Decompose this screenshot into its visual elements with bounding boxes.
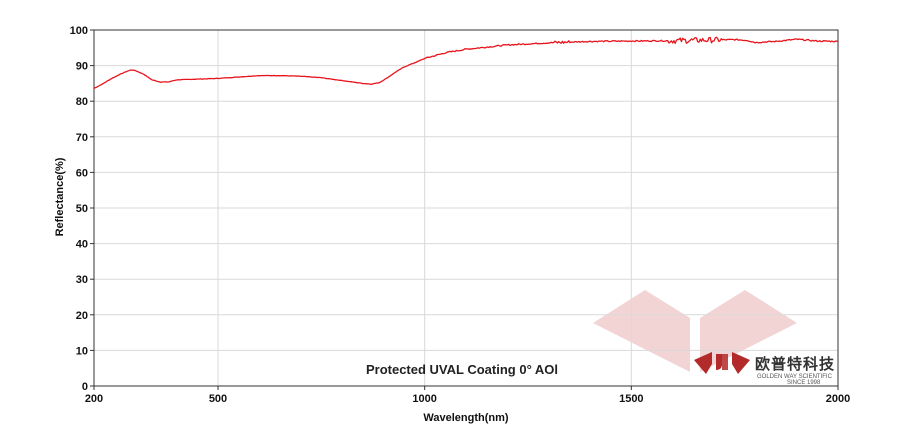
y-tick-label: 70: [76, 132, 88, 144]
series-layer: [93, 36, 839, 89]
y-tick-label: 60: [76, 167, 88, 179]
series-line: [93, 36, 839, 89]
y-tick-label: 100: [70, 25, 88, 37]
y-tick-label: 20: [76, 310, 88, 322]
y-tick-label: 80: [76, 96, 88, 108]
y-tick-label: 90: [76, 61, 88, 73]
brand-mark-icon: [694, 352, 750, 374]
y-tick-label: 40: [76, 239, 88, 251]
brand-logo: 欧普特科技 GOLDEN WAY SCIENTIFIC SINCE 1998: [694, 352, 835, 386]
x-tick-label: 2000: [826, 393, 850, 405]
x-axis-ticks: 200 500 1000 1500 2000: [85, 386, 850, 405]
watermark-left-wing: [593, 290, 690, 372]
x-tick-label: 500: [209, 393, 227, 405]
x-tick-label: 1000: [412, 393, 436, 405]
brand-name-en: GOLDEN WAY SCIENTIFIC: [757, 374, 833, 380]
brand-name-cn: 欧普特科技: [755, 355, 835, 373]
chart-annotation: Protected UVAL Coating 0° AOl: [366, 362, 558, 377]
brand-since: SINCE 1998: [787, 380, 821, 386]
y-axis-title: Reflectance(%): [54, 157, 66, 236]
y-tick-label: 0: [82, 381, 88, 393]
x-axis-title: Wavelength(nm): [423, 412, 508, 424]
watermark-right-wing: [700, 290, 797, 372]
x-tick-label: 200: [85, 393, 103, 405]
y-axis-ticks: 0 10 20 30 40 50 60 70 80 90 100: [70, 25, 94, 393]
x-tick-label: 1500: [619, 393, 643, 405]
grid-lines: [94, 30, 838, 386]
y-tick-label: 50: [76, 203, 88, 215]
watermark-logo: [593, 290, 797, 372]
y-tick-label: 30: [76, 274, 88, 286]
y-tick-label: 10: [76, 345, 88, 357]
